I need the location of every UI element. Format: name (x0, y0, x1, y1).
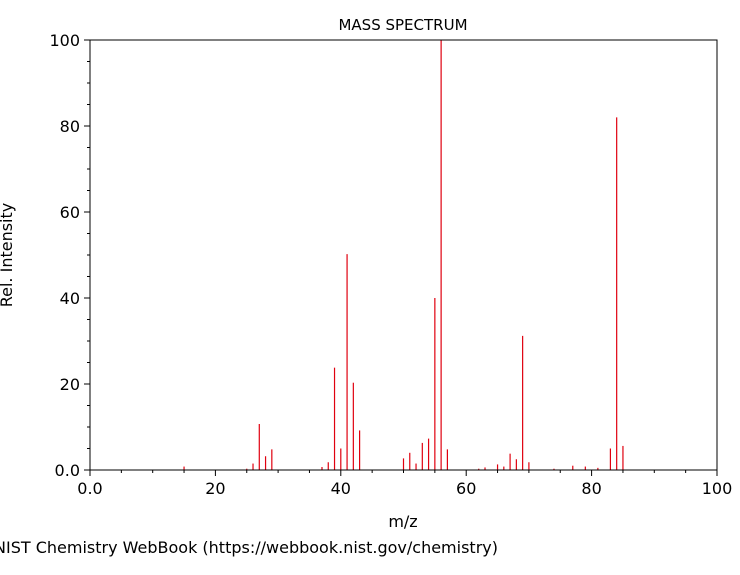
x-tick-label: 0.0 (77, 479, 102, 498)
peak-bars (183, 40, 624, 470)
y-tick-labels: 0.0 20 40 60 80 100 (49, 31, 80, 480)
y-tick-label: 80 (60, 117, 80, 136)
y-tick-label: 20 (60, 375, 80, 394)
x-tick-label: 100 (702, 479, 733, 498)
y-tick-label: 40 (60, 289, 80, 308)
x-tick-label: 80 (581, 479, 601, 498)
chart-title: MASS SPECTRUM (338, 16, 467, 34)
x-tick-label: 20 (205, 479, 225, 498)
x-tick-labels: 0.0 20 40 60 80 100 (77, 479, 732, 498)
y-tick-label: 60 (60, 203, 80, 222)
x-tick-label: 60 (456, 479, 476, 498)
axis-ticks (84, 39, 718, 476)
source-credit: NIST Chemistry WebBook (https://webbook.… (0, 538, 498, 557)
plot-frame (89, 39, 718, 471)
x-tick-label: 40 (331, 479, 351, 498)
y-tick-label: 100 (49, 31, 80, 50)
y-axis-label: Rel. Intensity (0, 203, 16, 308)
y-tick-label: 0.0 (55, 461, 80, 480)
x-axis-label: m/z (388, 512, 417, 531)
